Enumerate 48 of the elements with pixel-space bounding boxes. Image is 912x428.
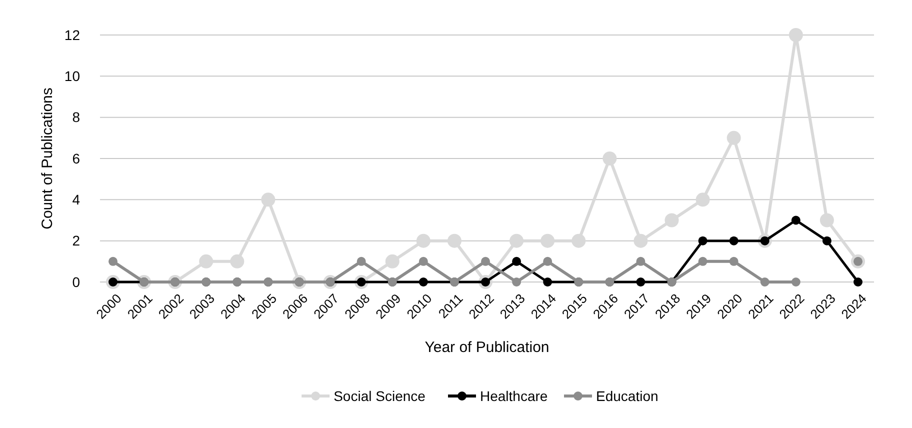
point <box>788 28 803 42</box>
point <box>602 152 617 166</box>
point <box>108 256 118 266</box>
point <box>664 213 679 228</box>
point <box>199 254 214 268</box>
point <box>698 256 708 266</box>
point <box>261 192 276 207</box>
point <box>636 256 646 266</box>
y-tick-label: 12 <box>64 26 80 43</box>
point <box>696 192 710 207</box>
point <box>854 278 862 286</box>
point <box>418 278 428 286</box>
point <box>418 256 428 266</box>
x-axis-title: Year of Publication <box>424 339 550 356</box>
y-tick-label: 10 <box>64 68 80 84</box>
point <box>636 278 646 286</box>
point <box>726 130 741 145</box>
legend-label: Social Science <box>334 388 426 404</box>
legend-label: Healthcare <box>480 388 548 404</box>
point <box>729 256 738 266</box>
point <box>791 216 800 225</box>
point <box>543 278 552 286</box>
y-tick-label: 6 <box>72 150 80 166</box>
point <box>512 278 522 286</box>
point <box>447 234 462 248</box>
y-tick-label: 0 <box>72 274 80 290</box>
point <box>543 256 552 266</box>
point <box>820 213 834 228</box>
point <box>356 256 366 266</box>
point <box>416 234 430 248</box>
y-tick-label: 2 <box>72 232 80 249</box>
point <box>510 234 524 248</box>
point <box>634 234 648 248</box>
point <box>481 256 490 266</box>
point <box>760 278 770 286</box>
point <box>540 234 555 248</box>
point <box>512 256 522 266</box>
point <box>230 254 244 268</box>
y-axis-title: Count of Publications <box>39 88 56 230</box>
y-tick-label: 4 <box>72 192 80 208</box>
point <box>698 236 708 246</box>
y-tick-label: 8 <box>72 109 80 126</box>
point <box>822 236 832 246</box>
point <box>572 234 586 248</box>
point <box>729 236 738 246</box>
point <box>791 278 800 286</box>
legend-label: Education <box>596 388 658 404</box>
point <box>385 254 400 268</box>
